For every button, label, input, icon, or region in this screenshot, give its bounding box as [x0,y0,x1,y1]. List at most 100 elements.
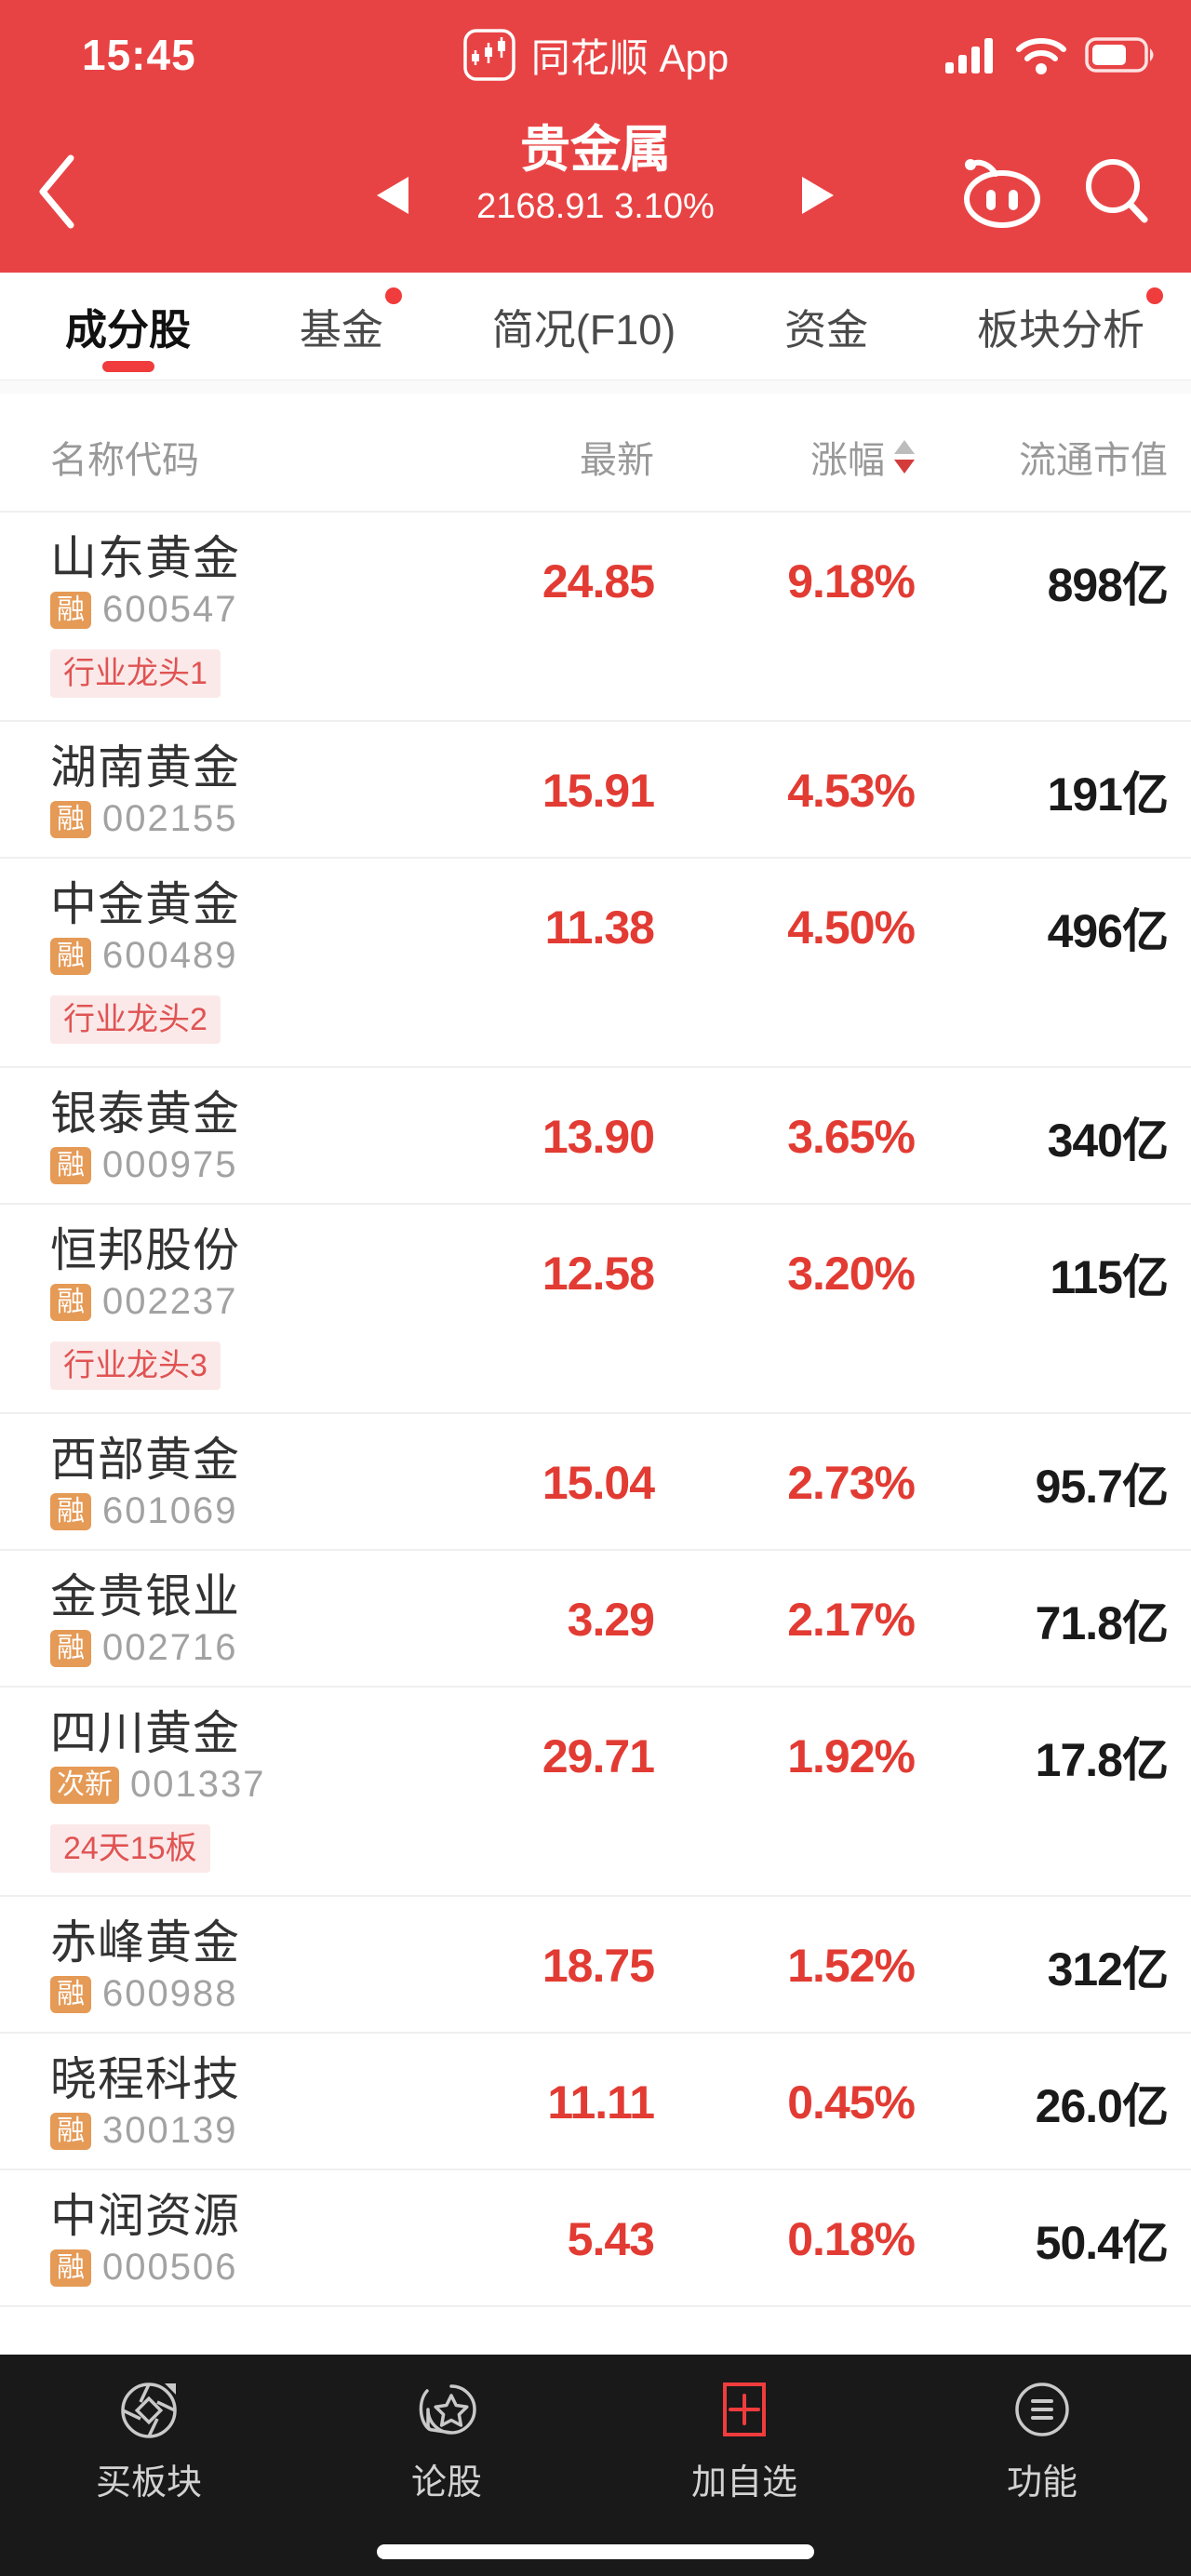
tab-label: 基金 [299,306,383,354]
ths-app-icon [463,29,515,81]
prev-sector-button[interactable] [377,177,408,219]
tab-label: 简况(F10) [491,306,676,354]
stock-change-percent: 4.50% [787,901,916,954]
sort-arrows-icon [894,440,915,474]
table-row[interactable]: 金贵银业 融 002716 3.29 2.17% 71.8亿 [0,1551,1191,1688]
stock-name: 山东黄金 [50,532,240,584]
bottom-nav: 买板块 论股 加自选 功能 [0,2355,1191,2576]
sector-title-block: 贵金属 2168.91 3.10% [476,117,715,231]
margin-badge: 融 [50,1629,91,1667]
sort-asc-icon [894,440,915,454]
table-row[interactable]: 恒邦股份 融 002237 12.58 3.20% 115亿 行业龙头3 [0,1205,1191,1414]
table-row[interactable]: 西部黄金 融 601069 15.04 2.73% 95.7亿 [0,1414,1191,1551]
column-header-change[interactable]: 涨幅 [654,430,915,484]
forum-icon [419,2384,476,2435]
stock-price: 29.71 [542,1729,655,1782]
stock-name: 四川黄金 [50,1707,240,1759]
stock-price: 13.90 [542,1110,655,1163]
table-row[interactable]: 赤峰黄金 融 600988 18.75 1.52% 312亿 [0,1897,1191,2034]
notification-dot [1145,287,1163,304]
battery-icon [1085,37,1154,73]
app-banner-label: 同花顺 App [530,35,729,80]
stock-market-cap: 340亿 [1047,1114,1169,1167]
table-header: 名称代码 最新 涨幅 流通市值 [0,394,1191,513]
table-row[interactable]: 中金黄金 融 600489 11.38 4.50% 496亿 行业龙头2 [0,859,1191,1068]
nav-bar: 贵金属 2168.91 3.10% [0,110,1191,273]
stock-code: 600489 [102,935,238,976]
next-sector-button[interactable] [802,177,834,219]
stock-code: 300139 [102,2110,238,2151]
tab-overview-f10[interactable]: 简况(F10) [492,273,676,380]
stock-name: 中金黄金 [50,878,240,930]
column-header-change-label: 涨幅 [810,440,885,481]
stock-name: 银泰黄金 [50,1088,240,1140]
column-header-market-cap[interactable]: 流通市值 [1019,440,1168,481]
bottom-nav-forum[interactable]: 论股 [298,2379,596,2504]
tab-capital[interactable]: 资金 [784,273,868,380]
stock-code: 002237 [102,1281,238,1322]
stock-market-cap: 95.7亿 [1035,1460,1169,1513]
stock-market-cap: 50.4亿 [1035,2216,1169,2269]
bottom-nav-label: 加自选 [690,2463,797,2503]
table-row[interactable]: 银泰黄金 融 000975 13.90 3.65% 340亿 [0,1068,1191,1205]
margin-badge: 融 [50,800,91,838]
tab-sector-analysis[interactable]: 板块分析 [976,273,1163,380]
wifi-icon [1016,38,1066,74]
index-value: 2168.91 3.10% [476,187,715,226]
table-row[interactable]: 中润资源 融 000506 5.43 0.18% 50.4亿 [0,2170,1191,2307]
page-title: 贵金属 [519,122,671,178]
tab-label: 资金 [784,306,869,354]
stock-tag: 24天15板 [50,1824,210,1873]
stock-price: 11.38 [544,901,655,954]
status-icons [943,34,1158,75]
stock-market-cap: 496亿 [1047,904,1169,957]
robot-assistant-icon[interactable] [960,154,1044,234]
stock-price: 18.75 [542,1939,655,1992]
stock-market-cap: 26.0亿 [1035,2079,1169,2132]
tab-funds[interactable]: 基金 [299,273,402,380]
stock-market-cap: 898亿 [1047,558,1169,611]
sector-icon [121,2382,177,2438]
back-button[interactable] [35,145,91,238]
stock-change-percent: 1.52% [787,1939,916,1992]
stock-change-percent: 0.45% [787,2075,916,2129]
bottom-nav-buy-sector[interactable]: 买板块 [0,2379,298,2504]
search-icon[interactable] [1083,156,1150,232]
notification-dot [384,287,402,304]
bottom-nav-add-watchlist[interactable]: 加自选 [596,2379,893,2504]
margin-badge: 融 [50,591,91,629]
table-row[interactable]: 晓程科技 融 300139 11.11 0.45% 26.0亿 [0,2034,1191,2170]
bottom-nav-label: 买板块 [95,2463,202,2503]
stock-price: 5.43 [567,2212,655,2265]
tab-label: 板块分析 [976,306,1144,354]
table-row[interactable]: 湖南黄金 融 002155 15.91 4.53% 191亿 [0,722,1191,859]
app-header: 15:45 同花顺 App [0,0,1191,273]
app-banner[interactable]: 同花顺 App [462,27,729,84]
stock-change-percent: 2.73% [787,1456,916,1509]
home-indicator[interactable] [377,2544,814,2559]
stock-market-cap: 115亿 [1050,1250,1169,1303]
margin-badge: 融 [50,1975,91,2013]
table-row[interactable]: 四川黄金 次新 001337 29.71 1.92% 17.8亿 24天15板 [0,1688,1191,1897]
stock-code: 600988 [102,1973,238,2014]
stock-tag: 行业龙头1 [50,649,221,698]
column-header-price[interactable]: 最新 [580,440,654,481]
bottom-nav-features[interactable]: 功能 [893,2379,1191,2504]
stock-market-cap: 312亿 [1047,1942,1169,1995]
stock-name: 金贵银业 [50,1570,240,1622]
stock-name: 赤峰黄金 [50,1916,240,1969]
stock-name: 湖南黄金 [50,741,240,794]
tab-constituents[interactable]: 成分股 [65,273,191,380]
margin-badge: 次新 [50,1766,119,1804]
stock-price: 15.91 [542,764,655,817]
stock-name: 恒邦股份 [50,1224,240,1276]
margin-badge: 融 [50,937,91,975]
table-row[interactable]: 山东黄金 融 600547 24.85 9.18% 898亿 行业龙头1 [0,513,1191,722]
stock-code: 000975 [102,1144,238,1185]
margin-badge: 融 [50,1283,91,1321]
stock-change-percent: 1.92% [787,1729,916,1782]
stock-code: 000506 [102,2247,238,2288]
stock-market-cap: 191亿 [1047,767,1169,821]
stock-tag: 行业龙头2 [50,995,221,1044]
